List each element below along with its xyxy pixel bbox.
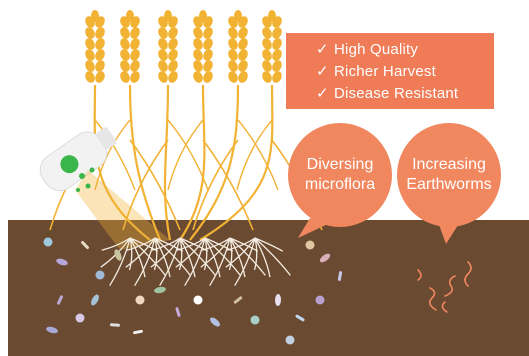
microbe-icon (110, 323, 120, 327)
microbe-icon (57, 295, 63, 305)
benefit-disease-resistant: ✓ Disease Resistant (316, 82, 494, 104)
benefit-label: High Quality (334, 40, 419, 58)
earthworms-text: Increasing Earthworms (397, 155, 501, 195)
benefit-label: Richer Harvest (334, 62, 436, 80)
microbe-icon (56, 258, 68, 266)
earthworm-icon (417, 261, 472, 313)
microbe-icon (193, 295, 203, 305)
plant-roots (100, 237, 291, 287)
benefits-callout: ✓ High Quality ✓ Richer Harvest ✓ Diseas… (286, 33, 494, 109)
microbe-icon (46, 326, 58, 334)
microbe-icon (250, 315, 260, 325)
microflora-bubble (288, 123, 392, 238)
microbe-icon (274, 294, 282, 306)
wheat-stalk (167, 10, 254, 241)
microbe-icon (315, 295, 325, 305)
microbe-icon (285, 335, 295, 345)
microflora-line1: Diversing (306, 156, 374, 173)
microflora-line2: microflora (304, 176, 376, 193)
microbe-icon (154, 286, 166, 294)
soil-microbes (43, 237, 343, 345)
wheat-plants (49, 10, 323, 241)
microbe-icon (91, 294, 99, 306)
microbe-icon (305, 240, 315, 250)
wheat-stalk (94, 10, 181, 241)
check-icon: ✓ (316, 63, 329, 80)
microbe-icon (114, 249, 122, 261)
earthworms-line1: Increasing (412, 156, 486, 173)
wheat-stalk (122, 10, 209, 241)
benefit-high-quality: ✓ High Quality (316, 38, 494, 60)
microbe-icon (135, 295, 145, 305)
benefit-label: Disease Resistant (334, 84, 459, 102)
soil-ground (8, 220, 529, 356)
earthworms-bubble (397, 123, 501, 244)
microbe-icon (319, 253, 331, 263)
check-icon: ✓ (316, 85, 329, 102)
bottle-icon (39, 127, 170, 250)
microbe-icon (95, 270, 105, 280)
microbe-icon (133, 329, 143, 335)
microbe-icon (81, 240, 89, 250)
benefit-richer-harvest: ✓ Richer Harvest (316, 60, 494, 82)
earthworms-line2: Earthworms (406, 176, 492, 193)
microbe-icon (43, 237, 53, 247)
microbe-icon (295, 314, 305, 322)
microbe-icon (337, 271, 343, 281)
microbe-icon (175, 307, 181, 317)
microbe-icon (75, 313, 85, 323)
check-icon: ✓ (316, 41, 329, 58)
microbe-icon (233, 296, 243, 304)
microbe-icon (210, 317, 220, 327)
wheat-stalk (189, 10, 279, 241)
microflora-text: Diversing microflora (288, 155, 392, 195)
